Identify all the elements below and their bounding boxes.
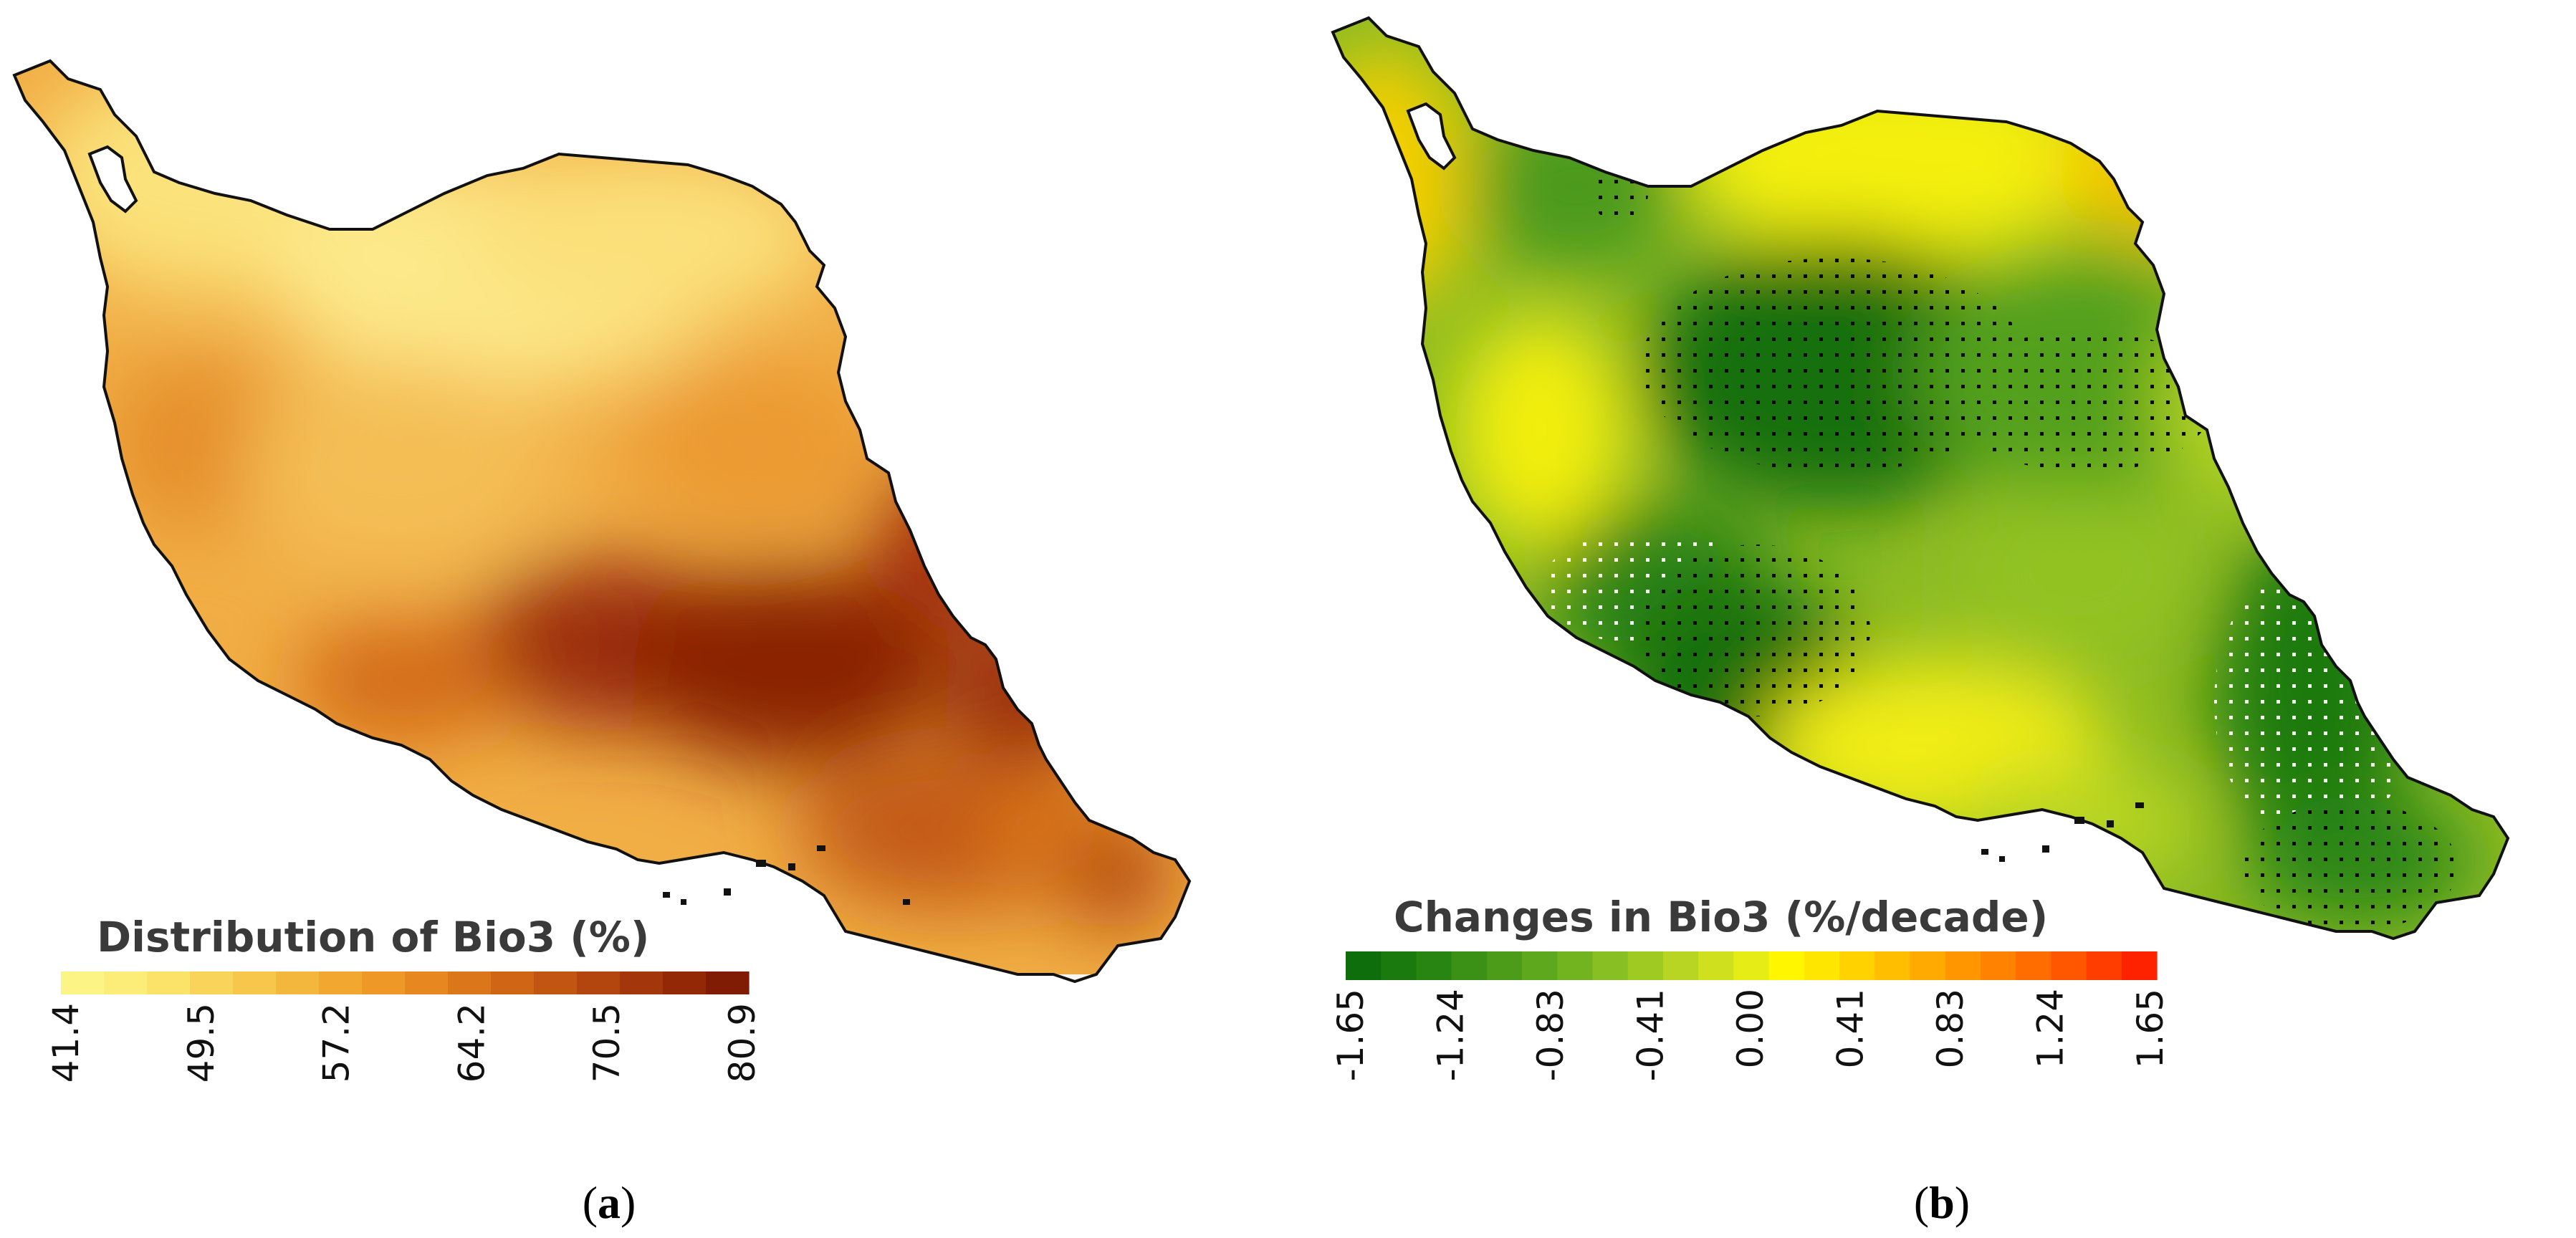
colorbar-swatch xyxy=(1733,951,1770,980)
significance-stipples xyxy=(1541,165,2458,931)
colorbar-swatch xyxy=(147,971,191,994)
colorbar-swatch xyxy=(2121,951,2158,980)
colorbar-swatch xyxy=(1768,951,1805,980)
colorbar-swatch xyxy=(706,971,750,994)
colorbar-tick-label: 0.41 xyxy=(1830,989,1872,1068)
colorbar-tick-label: 0.83 xyxy=(1930,989,1971,1068)
colorbar-swatch xyxy=(663,971,707,994)
colorbar-swatch xyxy=(190,971,234,994)
colorbar-swatch xyxy=(1945,951,1981,980)
colorbar-swatch xyxy=(448,971,492,994)
colorbar-swatch xyxy=(104,971,148,994)
colorbar-tick-label: 70.5 xyxy=(586,1003,628,1083)
colorbar-swatch xyxy=(620,971,664,994)
legend-bio3-changes: Changes in Bio3 (%/decade) -1.65 -1.24 -0.… xyxy=(1330,893,2171,1081)
colorbar-swatch xyxy=(2016,951,2051,980)
colorbar-swatch xyxy=(1627,951,1664,980)
colorbar-swatch xyxy=(534,971,578,994)
colorbar-tick-label: 41.4 xyxy=(45,1003,87,1083)
colorbar-swatch xyxy=(1522,951,1558,980)
colorbar-swatch xyxy=(491,971,535,994)
legend-b-title: Changes in Bio3 (%/decade) xyxy=(1394,893,2048,941)
colorbar-swatch xyxy=(1451,951,1488,980)
colorbar-swatch xyxy=(61,971,105,994)
lake-urmia-b xyxy=(1406,102,1457,171)
colorbar-swatch xyxy=(1980,951,2016,980)
colorbar-swatch xyxy=(1346,951,1382,980)
colorbar-swatch xyxy=(1698,951,1734,980)
colorbar-swatch xyxy=(1839,951,1875,980)
gulf-islands-b xyxy=(1981,802,2144,862)
colorbar-swatch xyxy=(319,971,363,994)
colorbar-tick-label: 57.2 xyxy=(316,1003,358,1083)
colorbar-swatch xyxy=(276,971,320,994)
legend-a-colorbar xyxy=(61,971,750,994)
colorbar-swatch xyxy=(1486,951,1523,980)
colorbar-swatch xyxy=(1804,951,1840,980)
legend-b-colorbar xyxy=(1346,951,2158,980)
legend-a-ticks: 41.4 49.5 57.2 64.2 70.5 80.9 xyxy=(45,1003,763,1083)
gulf-islands xyxy=(663,845,910,905)
colorbar-swatch xyxy=(1592,951,1629,980)
colorbar-swatch xyxy=(405,971,449,994)
panel-label-a: (a) xyxy=(583,1177,636,1228)
colorbar-tick-label: 1.24 xyxy=(2030,989,2072,1068)
colorbar-tick-label: 0.00 xyxy=(1730,989,1771,1068)
colorbar-swatch xyxy=(362,971,406,994)
colorbar-swatch xyxy=(233,971,277,994)
colorbar-tick-label: 1.65 xyxy=(2130,989,2171,1068)
colorbar-swatch xyxy=(1874,951,1911,980)
colorbar-tick-label: -0.41 xyxy=(1630,989,1672,1081)
colorbar-tick-label: -1.65 xyxy=(1330,989,1371,1081)
colorbar-swatch xyxy=(2086,951,2122,980)
colorbar-swatch xyxy=(1910,951,1946,980)
legend-bio3-distribution: Distribution of Bio3 (%) 41.4 49.5 57.2 64.… xyxy=(45,913,763,1083)
legend-a-title: Distribution of Bio3 (%) xyxy=(97,913,649,961)
colorbar-swatch xyxy=(2051,951,2087,980)
panel-b-map xyxy=(1331,16,2509,940)
colorbar-tick-label: 64.2 xyxy=(451,1003,492,1083)
colorbar-tick-label: -0.83 xyxy=(1530,989,1571,1081)
colorbar-tick-label: 49.5 xyxy=(181,1003,222,1083)
colorbar-tick-label: 80.9 xyxy=(722,1003,763,1083)
colorbar-swatch xyxy=(1557,951,1594,980)
colorbar-tick-label: -1.24 xyxy=(1430,989,1472,1081)
panel-label-b: (b) xyxy=(1914,1177,1970,1228)
panel-a-map xyxy=(13,59,1191,983)
colorbar-swatch xyxy=(1416,951,1452,980)
colorbar-swatch xyxy=(577,971,621,994)
colorbar-swatch xyxy=(1662,951,1699,980)
colorbar-swatch xyxy=(1381,951,1417,980)
legend-b-ticks: -1.65 -1.24 -0.83 -0.41 0.00 0.41 0.83 1.24 1.65 xyxy=(1330,989,2171,1081)
lake-urmia xyxy=(87,145,138,213)
